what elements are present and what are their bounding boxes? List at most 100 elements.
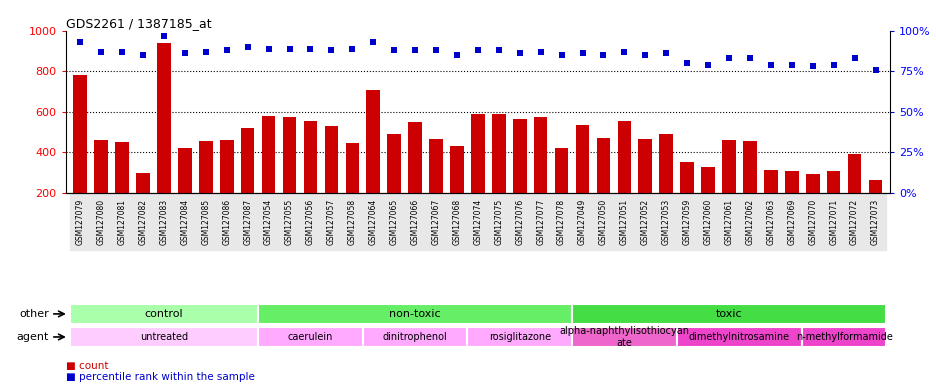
Point xyxy=(302,45,317,51)
Bar xyxy=(303,121,317,233)
Point xyxy=(114,49,129,55)
Point xyxy=(826,62,841,68)
Point xyxy=(240,44,255,50)
Bar xyxy=(700,167,714,233)
Text: other: other xyxy=(19,309,49,319)
Bar xyxy=(220,140,233,233)
Text: n-methylformamide: n-methylformamide xyxy=(795,332,892,342)
Point xyxy=(219,47,234,53)
Point xyxy=(261,45,276,51)
Bar xyxy=(136,173,150,233)
Bar xyxy=(868,180,882,233)
Bar xyxy=(449,146,463,233)
Text: control: control xyxy=(144,309,183,319)
Bar xyxy=(69,327,257,347)
Text: dinitrophenol: dinitrophenol xyxy=(382,332,447,342)
Point xyxy=(595,52,610,58)
Point xyxy=(177,50,192,56)
Bar xyxy=(784,170,797,233)
Point xyxy=(470,47,485,53)
Bar xyxy=(575,125,589,233)
Bar xyxy=(362,327,467,347)
Bar xyxy=(261,116,275,233)
Bar xyxy=(805,174,819,233)
Bar xyxy=(366,89,380,233)
Bar xyxy=(554,148,568,233)
Bar xyxy=(572,327,676,347)
Bar xyxy=(722,140,735,233)
Bar xyxy=(826,170,840,233)
Bar xyxy=(198,141,212,233)
Bar xyxy=(596,138,609,233)
Point xyxy=(763,62,778,68)
Text: toxic: toxic xyxy=(715,309,741,319)
Bar xyxy=(467,327,572,347)
Bar xyxy=(73,75,87,233)
Bar xyxy=(95,140,108,233)
Bar xyxy=(491,114,505,233)
Point xyxy=(783,62,798,68)
Text: GDS2261 / 1387185_at: GDS2261 / 1387185_at xyxy=(66,17,211,30)
Bar xyxy=(534,117,547,233)
Point xyxy=(324,47,339,53)
Point xyxy=(490,47,505,53)
Text: agent: agent xyxy=(17,332,49,342)
Bar xyxy=(429,139,443,233)
Point xyxy=(846,55,861,61)
Bar xyxy=(801,327,885,347)
Bar xyxy=(572,304,885,324)
Bar xyxy=(387,134,401,233)
Point xyxy=(658,50,673,56)
Point xyxy=(344,45,359,51)
Point xyxy=(512,50,527,56)
Point xyxy=(804,63,819,70)
Bar xyxy=(676,327,801,347)
Point xyxy=(553,52,568,58)
Text: untreated: untreated xyxy=(139,332,188,342)
Point xyxy=(575,50,590,56)
Point xyxy=(387,47,402,53)
Bar xyxy=(742,141,756,233)
Text: non-toxic: non-toxic xyxy=(388,309,441,319)
Bar xyxy=(115,142,129,233)
Bar xyxy=(257,327,362,347)
Bar xyxy=(763,170,777,233)
Bar xyxy=(283,117,296,233)
Point xyxy=(282,45,297,51)
Point xyxy=(156,33,171,39)
Bar xyxy=(157,43,170,233)
Point xyxy=(407,47,422,53)
Point xyxy=(449,52,464,58)
Point xyxy=(700,62,715,68)
Text: ■ percentile rank within the sample: ■ percentile rank within the sample xyxy=(66,372,255,382)
Text: rosiglitazone: rosiglitazone xyxy=(489,332,550,342)
Text: alpha-naphthylisothiocyan
ate: alpha-naphthylisothiocyan ate xyxy=(559,326,689,348)
Point xyxy=(94,49,109,55)
Bar xyxy=(257,304,572,324)
Point xyxy=(365,39,380,45)
Bar xyxy=(69,304,257,324)
Bar xyxy=(471,114,484,233)
Bar xyxy=(178,148,192,233)
Bar xyxy=(659,134,672,233)
Bar xyxy=(680,162,694,233)
Bar xyxy=(637,139,651,233)
Bar xyxy=(617,121,631,233)
Point xyxy=(73,39,88,45)
Point xyxy=(867,66,882,73)
Text: caerulein: caerulein xyxy=(287,332,333,342)
Bar xyxy=(345,143,358,233)
Point xyxy=(198,49,213,55)
Point xyxy=(679,60,694,66)
Point xyxy=(428,47,443,53)
Point xyxy=(136,52,151,58)
Bar xyxy=(324,126,338,233)
Point xyxy=(721,55,736,61)
Point xyxy=(741,55,756,61)
Point xyxy=(616,49,631,55)
Bar xyxy=(512,119,526,233)
Bar xyxy=(241,128,255,233)
Point xyxy=(533,49,548,55)
Text: dimethylnitrosamine: dimethylnitrosamine xyxy=(688,332,789,342)
Point xyxy=(637,52,652,58)
